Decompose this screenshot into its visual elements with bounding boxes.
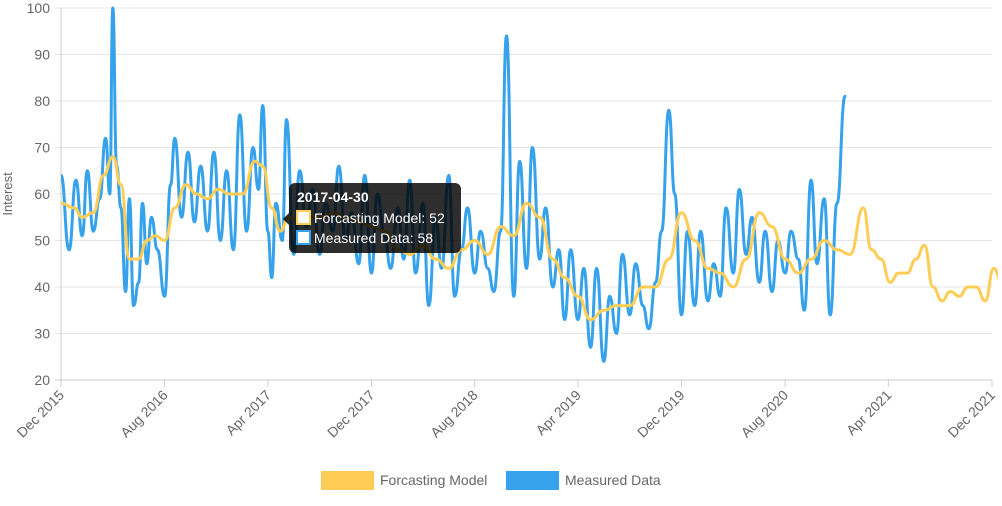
y-tick-label: 80	[34, 93, 50, 109]
y-axis-title: Interest	[0, 172, 15, 216]
legend-item[interactable]: Measured Data	[506, 471, 661, 490]
tooltip-swatch	[296, 210, 311, 225]
legend-label: Forcasting Model	[380, 472, 487, 488]
x-tick-label: Aug 2016	[117, 387, 171, 441]
x-tick-label: Dec 2017	[324, 387, 378, 441]
legend-item[interactable]: Forcasting Model	[321, 471, 487, 490]
y-tick-label: 90	[34, 47, 50, 63]
x-tick-label: Dec 2021	[944, 387, 998, 441]
y-tick-label: 50	[34, 233, 50, 249]
x-tick-label: Apr 2021	[843, 387, 895, 439]
x-tick-label: Apr 2017	[222, 387, 274, 439]
tooltip-title: 2017-04-30	[297, 189, 369, 205]
y-tick-label: 40	[34, 279, 50, 295]
tooltip-box	[289, 183, 461, 253]
series	[61, 6, 1002, 363]
legend[interactable]: Forcasting Model Measured Data	[321, 471, 661, 490]
x-tick-label: Aug 2018	[427, 387, 481, 441]
legend-label: Measured Data	[565, 472, 661, 488]
x-tick-label: Dec 2019	[634, 387, 688, 441]
x-tick-label: Aug 2020	[738, 387, 792, 441]
tooltip-swatch	[296, 230, 311, 245]
series-line-forecasting-model[interactable]	[61, 155, 1002, 322]
legend-swatch	[321, 471, 374, 490]
tooltip-line: Forcasting Model: 52	[314, 210, 445, 226]
y-tick-label: 60	[34, 186, 50, 202]
tooltip: 2017-04-30 Forcasting Model: 52 Measured D…	[283, 183, 461, 253]
x-tick-label: Dec 2015	[13, 387, 67, 441]
y-tick-label: 100	[27, 0, 51, 16]
x-tick-label: Apr 2019	[533, 387, 585, 439]
tooltip-line: Measured Data: 58	[314, 230, 433, 246]
y-tick-label: 20	[34, 372, 50, 388]
legend-swatch	[506, 471, 559, 490]
y-tick-label: 30	[34, 326, 50, 342]
tooltip-caret	[283, 213, 289, 225]
y-tick-label: 70	[34, 140, 50, 156]
